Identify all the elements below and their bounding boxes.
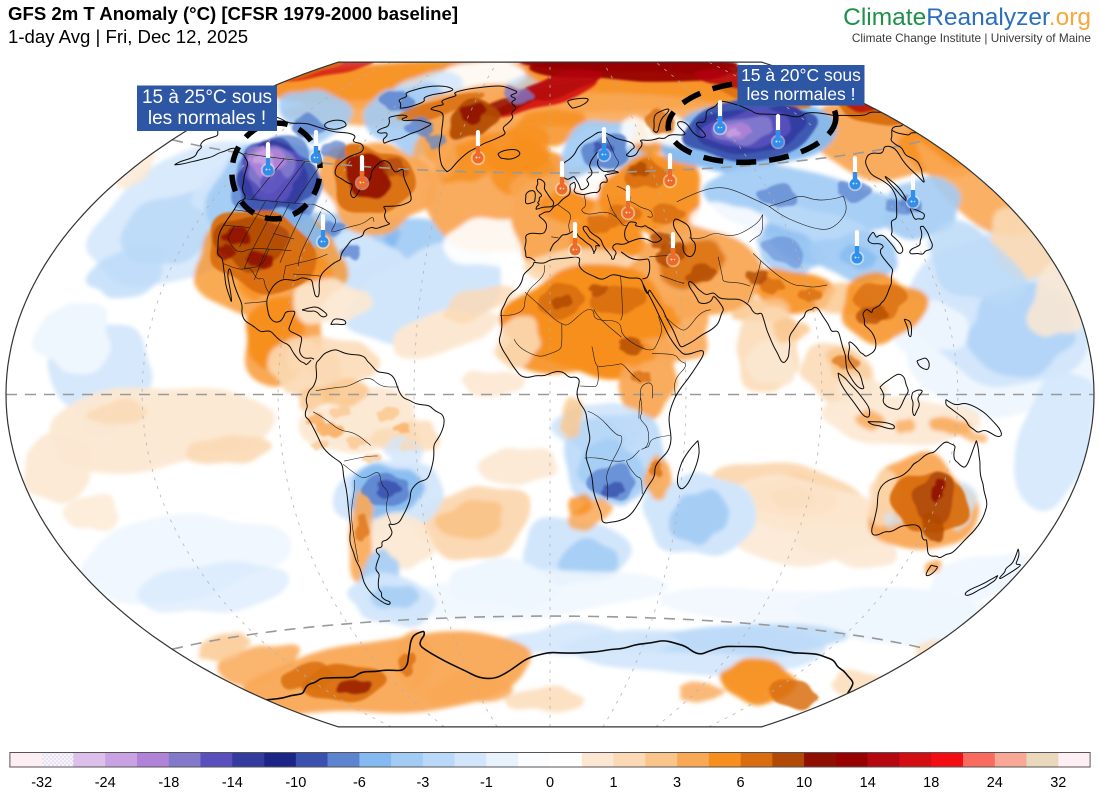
svg-text:3: 3 [673, 775, 681, 791]
svg-text:6: 6 [737, 775, 745, 791]
svg-text:-14: -14 [222, 775, 243, 791]
svg-text:Climate Change Institute | Uni: Climate Change Institute | University of… [852, 31, 1092, 45]
svg-text:15 à 20°C sous: 15 à 20°C sous [741, 65, 861, 85]
svg-text:les normales !: les normales ! [747, 84, 856, 104]
svg-text:-32: -32 [31, 775, 52, 791]
svg-text:-6: -6 [353, 775, 366, 791]
svg-text:15 à 25°C sous: 15 à 25°C sous [142, 87, 272, 108]
svg-text:-1: -1 [480, 775, 493, 791]
svg-text:32: 32 [1050, 775, 1066, 791]
svg-text:1: 1 [609, 775, 617, 791]
svg-text:24: 24 [987, 775, 1003, 791]
svg-text:les normales !: les normales ! [148, 108, 266, 129]
svg-text:-10: -10 [285, 775, 306, 791]
svg-text:18: 18 [923, 775, 939, 791]
svg-text:14: 14 [860, 775, 876, 791]
svg-text:-24: -24 [95, 775, 116, 791]
svg-text:-3: -3 [416, 775, 429, 791]
svg-text:ClimateReanalyzer.org: ClimateReanalyzer.org [843, 4, 1091, 31]
svg-text:10: 10 [796, 775, 812, 791]
svg-text:0: 0 [546, 775, 554, 791]
svg-text:-18: -18 [158, 775, 179, 791]
svg-text:1-day Avg | Fri, Dec 12, 2025: 1-day Avg | Fri, Dec 12, 2025 [8, 26, 248, 47]
svg-text:GFS 2m T Anomaly (°C) [CFSR 19: GFS 2m T Anomaly (°C) [CFSR 1979-2000 ba… [8, 3, 458, 24]
